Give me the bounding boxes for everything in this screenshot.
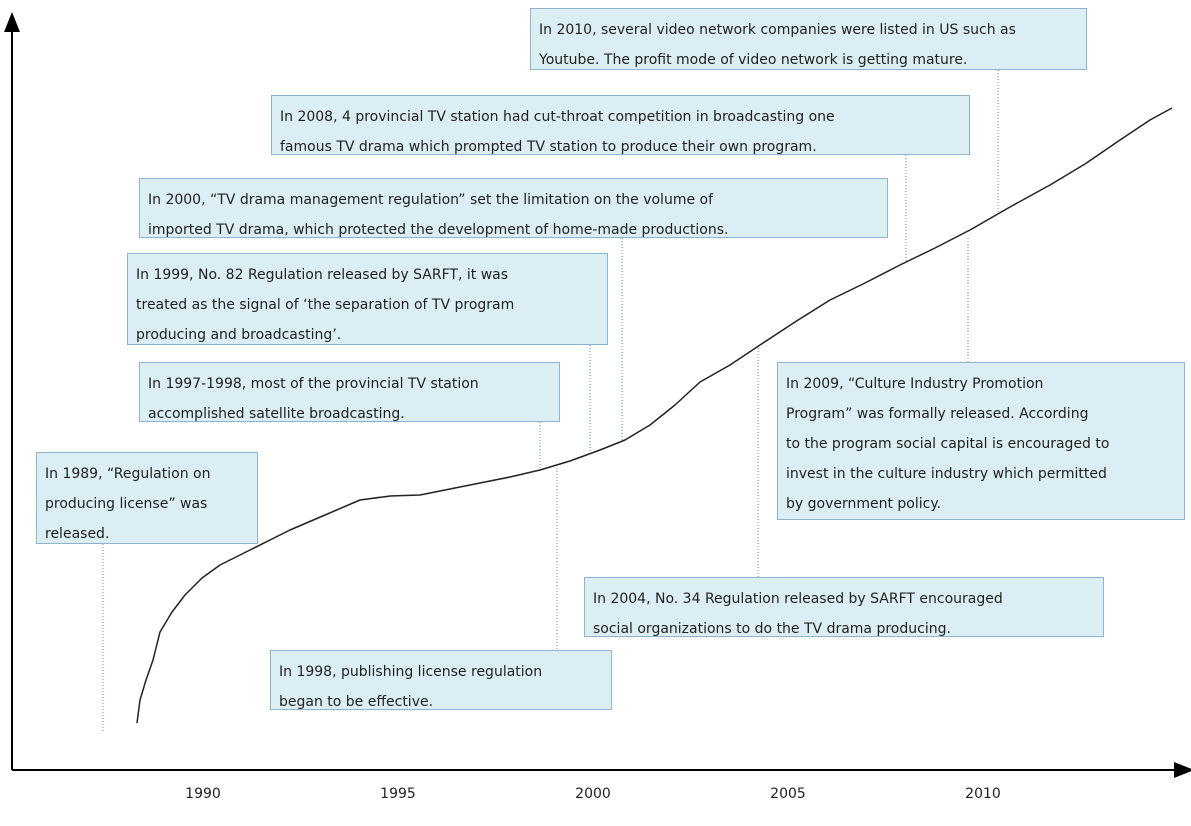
annotation: In 2000, “TV drama management regulation…	[139, 178, 888, 238]
annotation: In 2009, “Culture Industry Promotion Prog…	[777, 362, 1185, 520]
annotation-line: began to be effective.	[279, 694, 434, 710]
annotation-line: In 1998, publishing license regulation	[279, 664, 543, 680]
annotation-line: treated as the signal of ‘the separation…	[136, 297, 515, 313]
x-tick-label: 1995	[380, 786, 416, 802]
x-tick-label: 2000	[575, 786, 611, 802]
annotation: In 1989, “Regulation on producing license…	[36, 452, 258, 544]
annotation-line: producing license” was	[45, 496, 208, 512]
annotation-line: In 2000, “TV drama management regulation…	[148, 192, 714, 208]
annotation-line: producing and broadcasting’.	[136, 327, 342, 343]
annotation: In 1998, publishing license regulation be…	[270, 650, 612, 710]
annotation: In 1999, No. 82 Regulation released by S…	[127, 253, 608, 345]
annotation-line: to the program social capital is encoura…	[786, 436, 1110, 452]
x-tick-label: 2010	[965, 786, 1001, 802]
growth-curve	[136, 107, 1173, 724]
annotation: In 2008, 4 provincial TV station had cut…	[271, 95, 970, 155]
annotation-line: Program” was formally released. Accordin…	[786, 406, 1089, 422]
x-tick-label: 1990	[185, 786, 221, 802]
leader-lines	[102, 70, 999, 732]
annotation-line: released.	[45, 526, 110, 542]
annotation-line: famous TV drama which prompted TV statio…	[280, 139, 817, 155]
annotation-line: social organizations to do the TV drama …	[593, 621, 951, 637]
annotation-line: In 2010, several video network companies…	[539, 22, 1016, 38]
annotation-line: by government policy.	[786, 496, 942, 512]
annotation-line: In 1997-1998, most of the provincial TV …	[148, 376, 479, 392]
annotation-line: In 1989, “Regulation on	[45, 466, 211, 482]
annotation-line: imported TV drama, which protected the d…	[148, 222, 729, 238]
annotation-line: In 2008, 4 provincial TV station had cut…	[280, 109, 835, 125]
x-tick-label: 2005	[770, 786, 806, 802]
annotation-line: accomplished satellite broadcasting.	[148, 406, 405, 422]
annotation-line: invest in the culture industry which per…	[786, 466, 1107, 482]
annotation: In 2010, several video network companies…	[530, 8, 1087, 70]
annotation-line: In 2004, No. 34 Regulation released by S…	[593, 591, 1003, 607]
x-ticks: 1990 1995 2000 2005 2010	[185, 786, 1001, 802]
annotation: In 1997-1998, most of the provincial TV …	[139, 362, 560, 422]
annotation: In 2004, No. 34 Regulation released by S…	[584, 577, 1104, 637]
annotation-line: In 1999, No. 82 Regulation released by S…	[136, 267, 509, 283]
annotation-line: In 2009, “Culture Industry Promotion	[786, 376, 1044, 392]
annotation-line: Youtube. The profit mode of video networ…	[539, 52, 968, 68]
